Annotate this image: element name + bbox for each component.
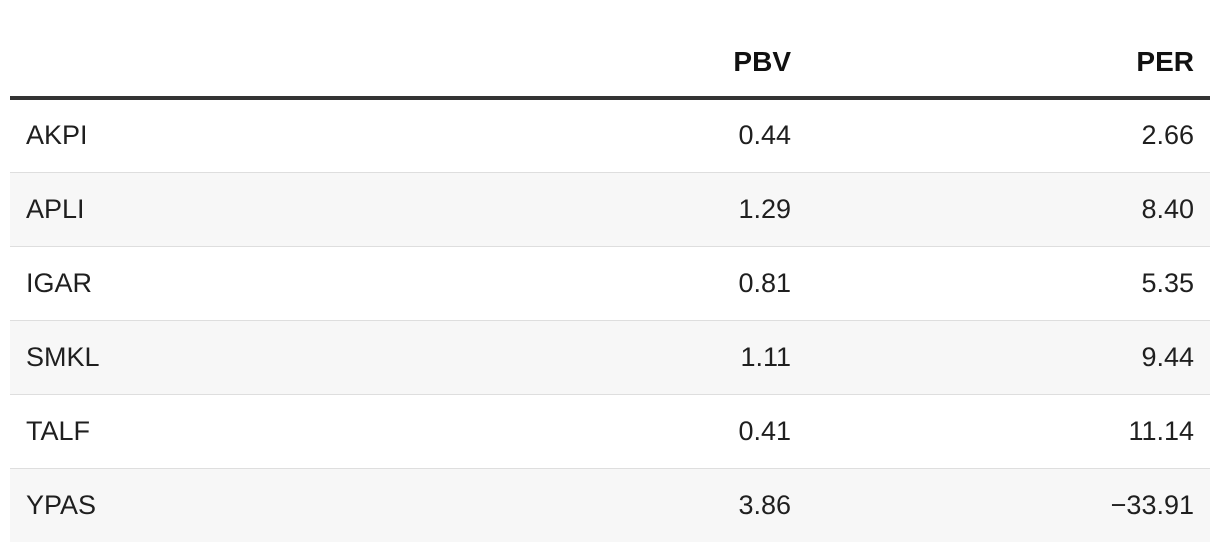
table-row: TALF 0.41 11.14 — [10, 394, 1210, 469]
column-header-ticker — [10, 0, 610, 100]
per-cell: −33.91 — [807, 468, 1210, 542]
column-header-pbv: PBV — [610, 0, 807, 100]
pbv-cell: 1.11 — [610, 320, 807, 395]
ticker-cell: AKPI — [10, 98, 610, 173]
ticker-cell: SMKL — [10, 320, 610, 395]
valuation-table: PBV PER AKPI 0.44 2.66 APLI 1.29 8.40 IG… — [10, 0, 1210, 542]
valuation-table-container: PBV PER AKPI 0.44 2.66 APLI 1.29 8.40 IG… — [10, 0, 1210, 542]
pbv-cell: 1.29 — [610, 172, 807, 247]
ticker-cell: IGAR — [10, 246, 610, 321]
pbv-cell: 0.41 — [610, 394, 807, 469]
column-header-per: PER — [807, 0, 1210, 100]
table-header: PBV PER — [10, 0, 1210, 100]
per-cell: 5.35 — [807, 246, 1210, 321]
pbv-cell: 0.81 — [610, 246, 807, 321]
ticker-cell: APLI — [10, 172, 610, 247]
table-row: IGAR 0.81 5.35 — [10, 246, 1210, 321]
table-row: AKPI 0.44 2.66 — [10, 98, 1210, 173]
pbv-cell: 3.86 — [610, 468, 807, 542]
per-cell: 2.66 — [807, 98, 1210, 173]
ticker-cell: YPAS — [10, 468, 610, 542]
table-row: YPAS 3.86 −33.91 — [10, 468, 1210, 542]
per-cell: 11.14 — [807, 394, 1210, 469]
ticker-cell: TALF — [10, 394, 610, 469]
pbv-cell: 0.44 — [610, 98, 807, 173]
table-body: AKPI 0.44 2.66 APLI 1.29 8.40 IGAR 0.81 … — [10, 98, 1210, 542]
table-row: APLI 1.29 8.40 — [10, 172, 1210, 247]
header-row: PBV PER — [10, 0, 1210, 100]
per-cell: 8.40 — [807, 172, 1210, 247]
per-cell: 9.44 — [807, 320, 1210, 395]
table-row: SMKL 1.11 9.44 — [10, 320, 1210, 395]
